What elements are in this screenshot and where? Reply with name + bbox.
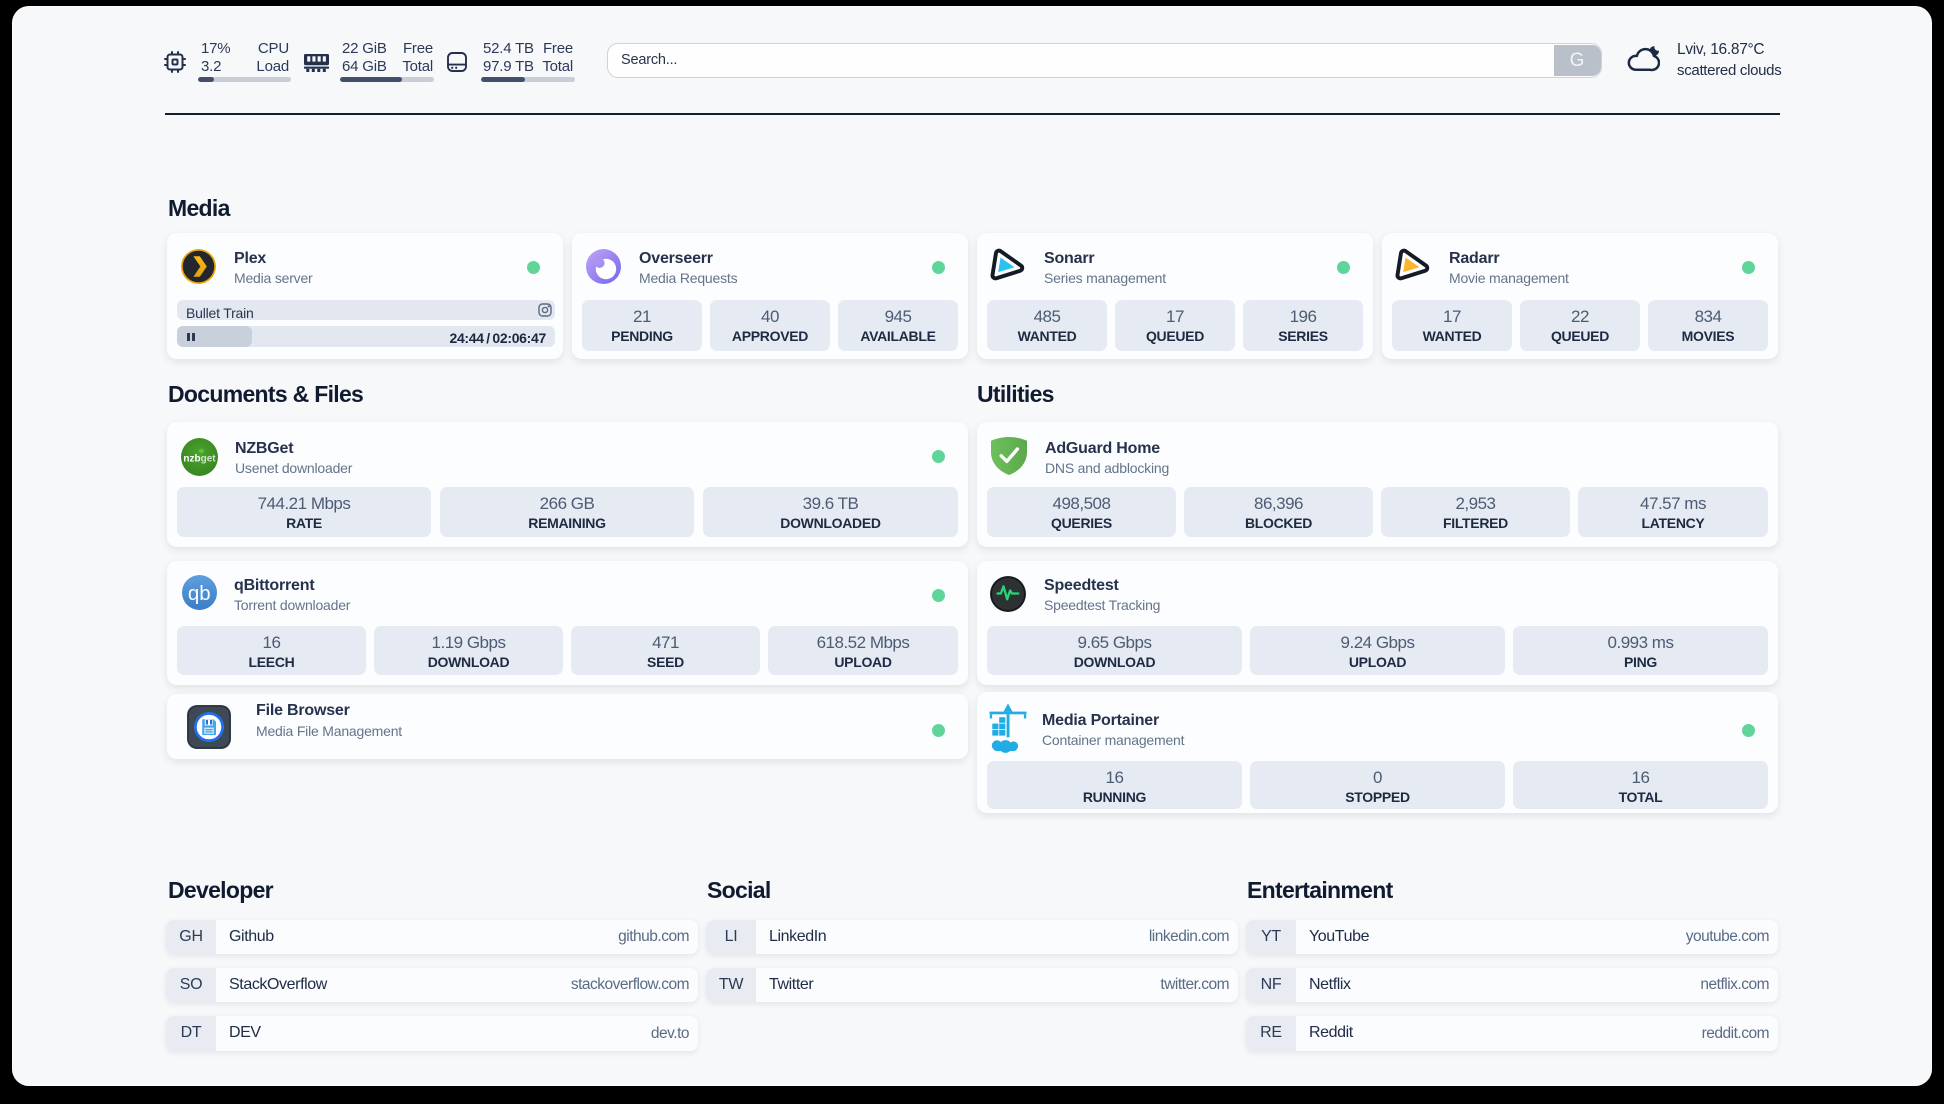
svg-text:qb: qb xyxy=(188,582,211,605)
svg-text:nzbget: nzbget xyxy=(183,454,216,465)
